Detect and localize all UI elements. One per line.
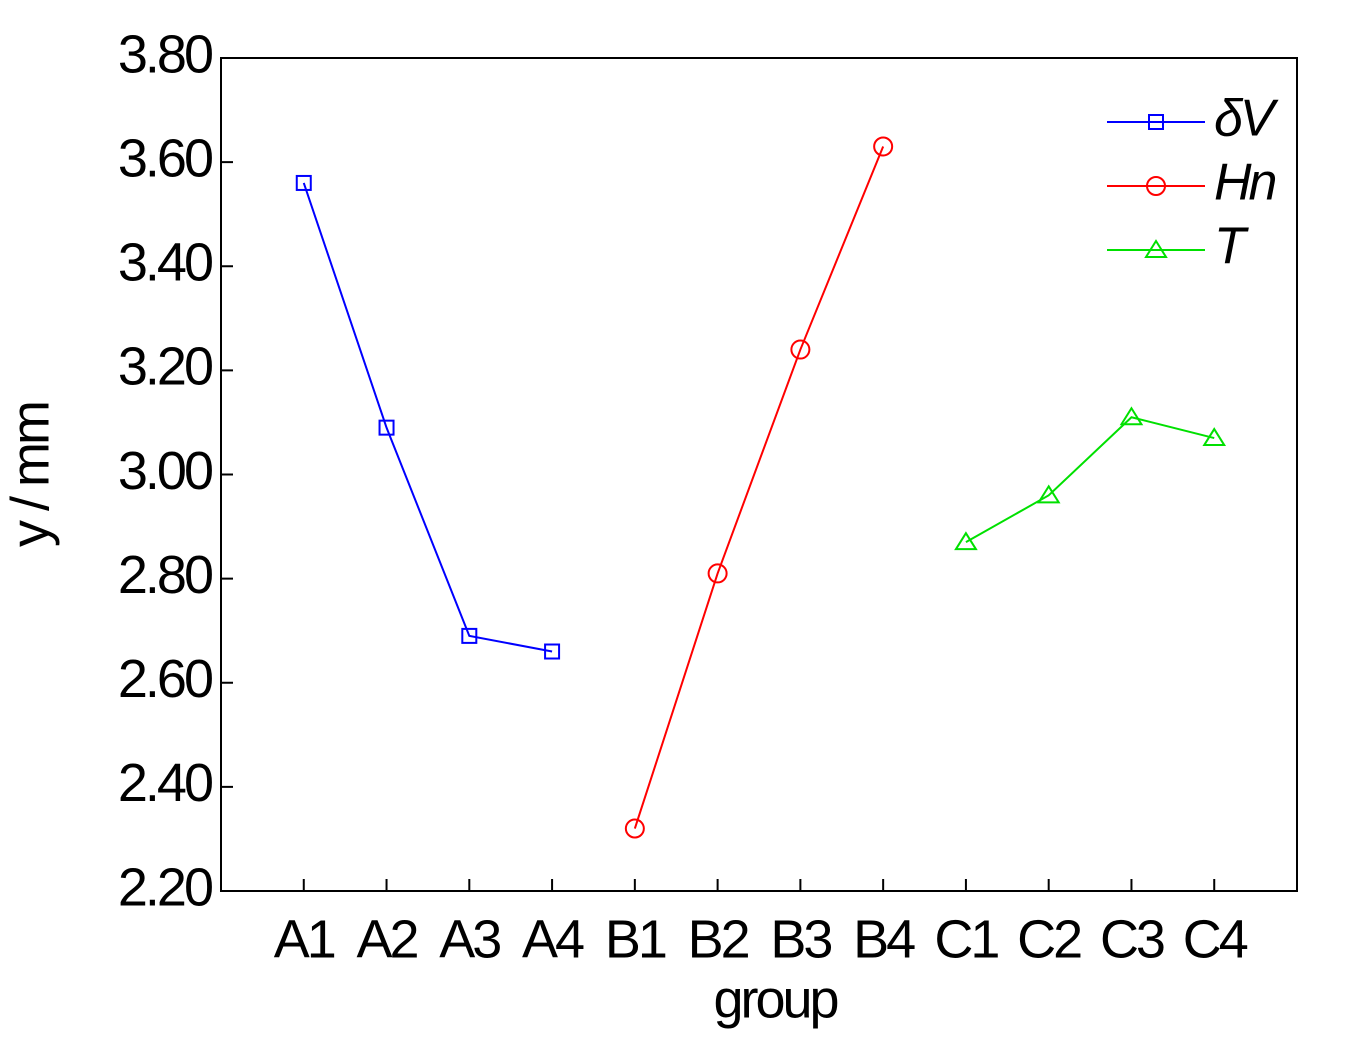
marker <box>707 563 728 584</box>
x-tick-label: B1 <box>605 909 666 969</box>
x-tick-label: C3 <box>1100 909 1164 969</box>
y-tick-label: 3.00 <box>118 441 212 501</box>
x-tick-label: A3 <box>439 909 500 969</box>
marker <box>1144 239 1168 258</box>
marker <box>954 531 978 551</box>
x-axis-label: group <box>713 969 837 1029</box>
marker <box>461 627 478 644</box>
legend-label: Hn <box>1214 154 1276 212</box>
marker <box>1148 114 1164 130</box>
legend-label: δV <box>1214 90 1279 148</box>
marker <box>1036 484 1061 504</box>
series-line <box>633 146 885 829</box>
legend-label: T <box>1214 218 1249 276</box>
marker <box>790 339 811 360</box>
marker <box>873 136 894 157</box>
x-tick-label: C1 <box>934 909 998 969</box>
y-tick-label: 3.80 <box>118 24 212 84</box>
y-tick-label: 2.60 <box>118 649 212 709</box>
y-tick-label: 3.20 <box>118 337 212 397</box>
y-axis-label: y / mm <box>0 403 60 547</box>
y-tick-label: 2.80 <box>118 545 212 605</box>
marker <box>1119 406 1144 426</box>
series-line <box>965 416 1215 544</box>
y-tick-label: 2.20 <box>118 857 212 917</box>
x-tick-label: A1 <box>274 909 335 969</box>
marker <box>295 174 312 191</box>
plot-frame <box>220 57 1298 892</box>
marker <box>1146 176 1166 196</box>
y-tick-label: 2.40 <box>118 753 212 813</box>
marker <box>1202 427 1227 447</box>
y-tick-label: 3.60 <box>118 128 212 188</box>
x-tick-label: B2 <box>688 909 749 969</box>
x-tick-label: B3 <box>770 909 831 969</box>
x-tick-label: A2 <box>357 909 418 969</box>
marker <box>624 818 645 839</box>
marker <box>378 419 395 436</box>
x-tick-label: A4 <box>522 909 584 969</box>
x-tick-label: C2 <box>1017 909 1081 969</box>
marker <box>544 643 561 660</box>
y-tick-label: 3.40 <box>118 233 212 293</box>
x-tick-label: B4 <box>853 909 915 969</box>
series-line <box>302 182 553 653</box>
x-tick-label: C4 <box>1183 909 1248 969</box>
